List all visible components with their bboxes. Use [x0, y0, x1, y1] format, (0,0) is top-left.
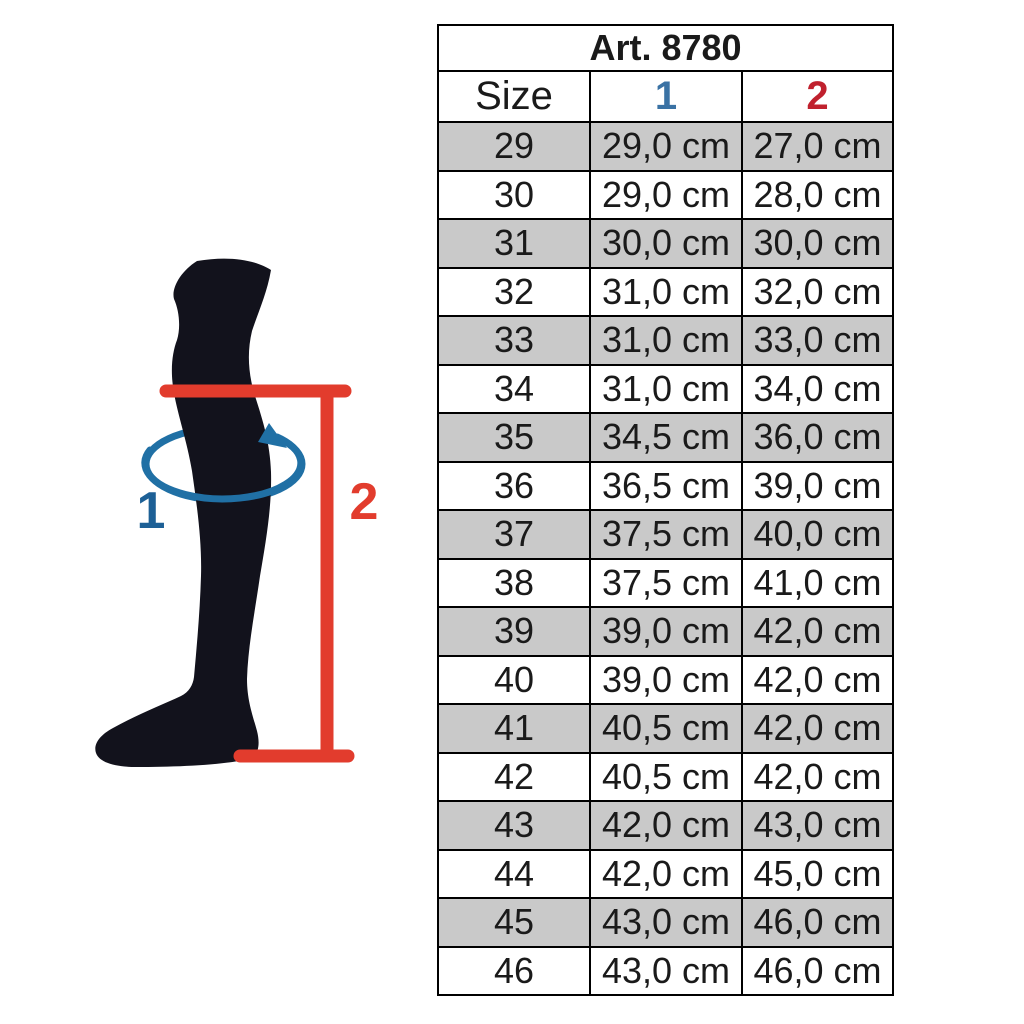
height-label: 2 [350, 473, 379, 531]
measurement-1-cell: 39,0 cm [589, 654, 743, 705]
size-cell: 34 [437, 363, 591, 414]
measurement-2-cell: 45,0 cm [740, 848, 895, 899]
measurement-1-cell: 34,5 cm [589, 412, 743, 463]
size-cell: 30 [437, 169, 591, 220]
size-cell: 29 [437, 121, 591, 172]
column-header-measure-2: 2 [740, 70, 895, 123]
table-row: 29 29,0 cm 27,0 cm [437, 121, 895, 172]
table-row: 45 43,0 cm 46,0 cm [437, 897, 895, 948]
size-cell: 40 [437, 654, 591, 705]
measurement-1-cell: 42,0 cm [589, 800, 743, 851]
measurement-1-cell: 31,0 cm [589, 266, 743, 317]
table-row: 34 31,0 cm 34,0 cm [437, 363, 895, 414]
table-row: 33 31,0 cm 33,0 cm [437, 315, 895, 366]
measurement-1-cell: 29,0 cm [589, 121, 743, 172]
measurement-2-cell: 40,0 cm [740, 509, 895, 560]
size-cell: 45 [437, 897, 591, 948]
measurement-1-cell: 36,5 cm [589, 460, 743, 511]
size-cell: 33 [437, 315, 591, 366]
size-cell: 43 [437, 800, 591, 851]
measurement-1-cell: 43,0 cm [589, 945, 743, 996]
table-row: 36 36,5 cm 39,0 cm [437, 460, 895, 511]
size-cell: 38 [437, 557, 591, 608]
measurement-2-cell: 42,0 cm [740, 751, 895, 802]
size-cell: 32 [437, 266, 591, 317]
size-table: Art. 8780 Size 1 2 29 29,0 cm 27,0 cm 30 29,0 … [436, 24, 895, 996]
leg-diagram-svg: 1 2 [95, 258, 379, 767]
leg-silhouette-icon [95, 258, 272, 767]
measurement-2-cell: 28,0 cm [740, 169, 895, 220]
measurement-2-cell: 34,0 cm [740, 363, 895, 414]
size-cell: 44 [437, 848, 591, 899]
measurement-2-cell: 42,0 cm [740, 703, 895, 754]
table-row: 44 42,0 cm 45,0 cm [437, 848, 895, 899]
table-row: 42 40,5 cm 42,0 cm [437, 751, 895, 802]
size-cell: 42 [437, 751, 591, 802]
column-header-size: Size [437, 70, 591, 123]
measurement-1-cell: 42,0 cm [589, 848, 743, 899]
boot-measurement-diagram: 1 2 [80, 245, 400, 790]
measurement-2-cell: 42,0 cm [740, 606, 895, 657]
table-row: 41 40,5 cm 42,0 cm [437, 703, 895, 754]
measurement-1-cell: 40,5 cm [589, 751, 743, 802]
size-cell: 31 [437, 218, 591, 269]
measurement-2-cell: 39,0 cm [740, 460, 895, 511]
circumference-label: 1 [137, 482, 166, 540]
table-row: 31 30,0 cm 30,0 cm [437, 218, 895, 269]
measurement-1-cell: 37,5 cm [589, 509, 743, 560]
measurement-2-cell: 33,0 cm [740, 315, 895, 366]
measurement-1-cell: 40,5 cm [589, 703, 743, 754]
measurement-2-cell: 32,0 cm [740, 266, 895, 317]
table-row: 39 39,0 cm 42,0 cm [437, 606, 895, 657]
measurement-2-cell: 42,0 cm [740, 654, 895, 705]
table-row: 40 39,0 cm 42,0 cm [437, 654, 895, 705]
size-cell: 41 [437, 703, 591, 754]
column-header-measure-1: 1 [589, 70, 743, 123]
measurement-1-cell: 31,0 cm [589, 363, 743, 414]
table-row: 35 34,5 cm 36,0 cm [437, 412, 895, 463]
measurement-2-cell: 36,0 cm [740, 412, 895, 463]
size-cell: 39 [437, 606, 591, 657]
table-title-row: Art. 8780 [436, 24, 895, 72]
table-row: 37 37,5 cm 40,0 cm [437, 509, 895, 560]
circumference-arrow-front [141, 433, 305, 503]
measurement-1-cell: 43,0 cm [589, 897, 743, 948]
measurement-2-cell: 46,0 cm [740, 897, 895, 948]
size-cell: 46 [437, 945, 591, 996]
measurement-2-cell: 41,0 cm [740, 557, 895, 608]
measurement-1-cell: 29,0 cm [589, 169, 743, 220]
size-cell: 35 [437, 412, 591, 463]
size-cell: 37 [437, 509, 591, 560]
column-header-row: Size 1 2 [437, 70, 895, 123]
size-cell: 36 [437, 460, 591, 511]
table-row: 46 43,0 cm 46,0 cm [437, 945, 895, 996]
table-body: 29 29,0 cm 27,0 cm 30 29,0 cm 28,0 cm 31 30,0 c… [437, 121, 895, 996]
height-measure-lines [159, 384, 355, 763]
measurement-1-cell: 30,0 cm [589, 218, 743, 269]
measurement-1-cell: 31,0 cm [589, 315, 743, 366]
circumference-arrowhead-icon [258, 423, 287, 448]
table-row: 43 42,0 cm 43,0 cm [437, 800, 895, 851]
table-title: Art. 8780 [436, 24, 895, 72]
table-row: 32 31,0 cm 32,0 cm [437, 266, 895, 317]
measurement-2-cell: 30,0 cm [740, 218, 895, 269]
measurement-2-cell: 43,0 cm [740, 800, 895, 851]
measurement-1-cell: 37,5 cm [589, 557, 743, 608]
measurement-1-cell: 39,0 cm [589, 606, 743, 657]
table-row: 30 29,0 cm 28,0 cm [437, 169, 895, 220]
table-row: 38 37,5 cm 41,0 cm [437, 557, 895, 608]
measurement-2-cell: 46,0 cm [740, 945, 895, 996]
measurement-2-cell: 27,0 cm [740, 121, 895, 172]
